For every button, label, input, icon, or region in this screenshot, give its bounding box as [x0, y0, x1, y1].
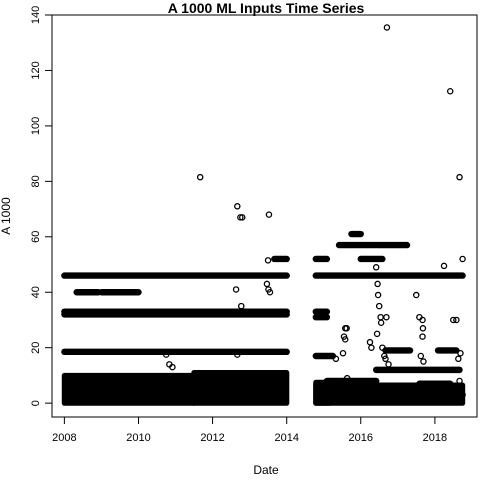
x-tick-label: 2010: [126, 432, 150, 444]
plot-frame: [51, 14, 478, 418]
data-point: [453, 316, 460, 324]
data-point: [374, 280, 381, 288]
data-point: [239, 214, 246, 221]
data-point: [457, 349, 464, 357]
data-point: [440, 262, 448, 270]
y-tick-label: 20: [30, 342, 42, 354]
x-tick-label: 2012: [200, 432, 224, 444]
y-tick-label: 60: [30, 231, 42, 243]
x-axis: 2008 2010 2012 2014 2016 2018: [52, 416, 447, 444]
data-point: [232, 286, 240, 293]
data-point: [419, 316, 426, 324]
dense-point-cluster: [313, 382, 466, 406]
dense-point-cluster: [191, 370, 290, 406]
data-point: [374, 291, 382, 299]
x-tick-label: 2014: [274, 432, 298, 444]
data-point: [455, 355, 462, 363]
data-point: [366, 338, 374, 346]
data-point: [382, 355, 389, 363]
x-axis-label: Date: [253, 463, 279, 477]
y-tick-label: 80: [30, 175, 42, 187]
data-point: [162, 351, 170, 358]
y-tick-label: 40: [30, 286, 42, 298]
data-point: [238, 302, 245, 310]
data-point: [341, 336, 349, 343]
data-points: [61, 24, 466, 406]
data-point: [379, 344, 386, 351]
data-point: [456, 377, 463, 385]
x-tick-label: 2008: [52, 432, 76, 444]
data-point: [375, 302, 383, 310]
data-point: [383, 24, 391, 31]
y-axis: 0 20 40 60 80 100 120 140: [30, 6, 53, 406]
data-point: [456, 173, 463, 181]
data-point: [263, 280, 271, 288]
data-point: [234, 203, 241, 210]
data-point: [265, 211, 273, 218]
data-point: [266, 288, 274, 296]
data-point: [264, 257, 272, 264]
data-point: [459, 391, 466, 399]
dense-point-cluster: [313, 379, 333, 406]
data-point: [343, 374, 351, 382]
data-point: [372, 264, 380, 271]
x-tick-label: 2018: [423, 432, 447, 444]
chart-title: A 1000 ML Inputs Time Series: [168, 0, 365, 16]
y-tick-label: 100: [30, 117, 42, 135]
x-tick-label: 2016: [349, 432, 373, 444]
y-tick-label: 140: [30, 6, 42, 24]
data-point: [459, 255, 466, 263]
y-tick-label: 0: [30, 400, 42, 406]
y-axis-label: A 1000: [0, 197, 13, 235]
data-point: [419, 325, 427, 332]
dense-point-cluster: [61, 372, 197, 406]
data-point: [385, 361, 392, 368]
data-point: [383, 313, 390, 321]
data-point: [339, 349, 347, 357]
data-point: [377, 319, 385, 326]
data-point: [368, 344, 375, 351]
data-point: [234, 351, 241, 358]
data-point: [412, 291, 420, 299]
data-point: [373, 330, 381, 338]
y-tick-label: 120: [30, 61, 42, 79]
data-point: [446, 87, 454, 95]
data-point: [450, 316, 457, 324]
data-point: [343, 325, 350, 332]
data-point: [420, 358, 427, 365]
data-point: [332, 355, 340, 363]
data-point: [377, 313, 384, 321]
data-point: [419, 333, 426, 340]
data-point: [417, 352, 425, 360]
data-point: [169, 363, 176, 371]
data-point: [196, 173, 204, 181]
